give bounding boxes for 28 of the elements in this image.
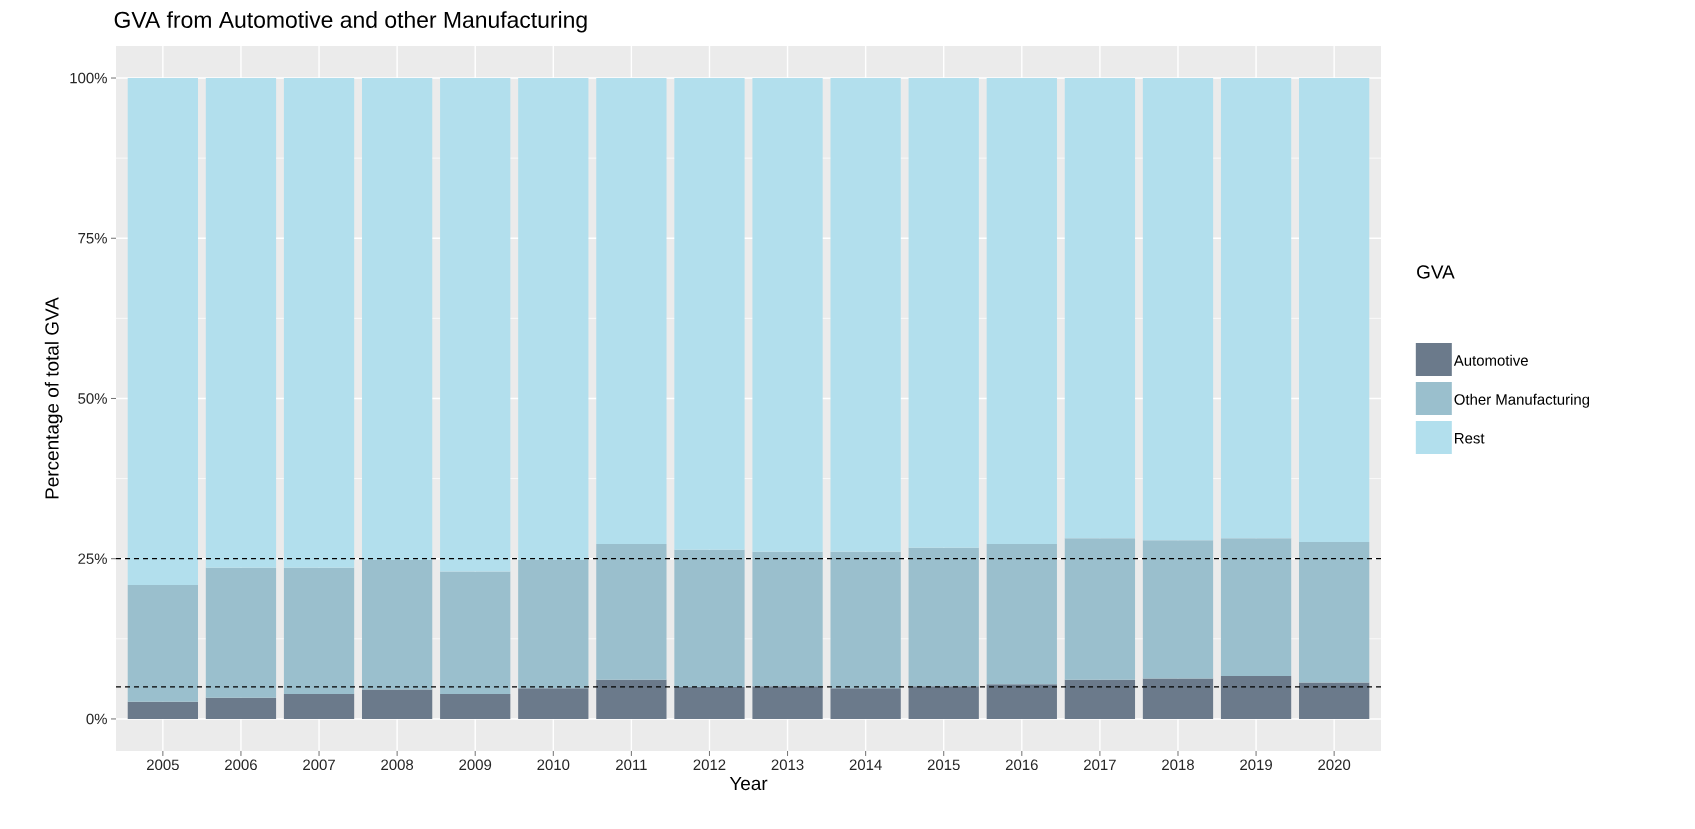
x-tick-label: 2019 — [1240, 759, 1272, 771]
x-tick-label: 2010 — [537, 759, 570, 771]
y-tick-label: 25% — [78, 553, 107, 564]
x-tick-label: 2016 — [1005, 759, 1038, 771]
x-tick-label: 2005 — [146, 759, 179, 771]
y-tick-label: 50% — [78, 393, 107, 404]
x-tick-label: 2017 — [1084, 759, 1116, 771]
x-tick-label: 2009 — [459, 759, 492, 771]
x-tick-label: 2012 — [693, 759, 726, 771]
y-axis-title: Percentage of total GVA — [44, 297, 63, 499]
legend-label: Other Manufacturing — [1454, 393, 1590, 408]
y-tick-label: 0% — [86, 713, 107, 725]
legend-title: GVA — [1417, 265, 1455, 279]
legend-label: Automotive — [1453, 354, 1528, 366]
x-tick-label: 2006 — [225, 759, 257, 771]
x-tick-label: 2011 — [616, 759, 647, 771]
x-axis-title: Year — [729, 776, 768, 791]
x-tick-label: 2015 — [927, 759, 960, 771]
chart-title: GVA from Automotive and other Manufacturing — [114, 11, 587, 33]
y-tick-label: 100% — [70, 72, 107, 84]
x-tick-label: 2014 — [849, 759, 882, 771]
x-tick-label: 2007 — [303, 759, 335, 771]
x-tick-label: 2013 — [771, 759, 804, 771]
legend-label: Rest — [1455, 433, 1485, 444]
x-tick-label: 2020 — [1318, 759, 1351, 771]
x-tick-label: 2018 — [1162, 759, 1194, 771]
x-tick-label: 2008 — [381, 759, 414, 771]
y-tick-label: 75% — [78, 233, 107, 244]
